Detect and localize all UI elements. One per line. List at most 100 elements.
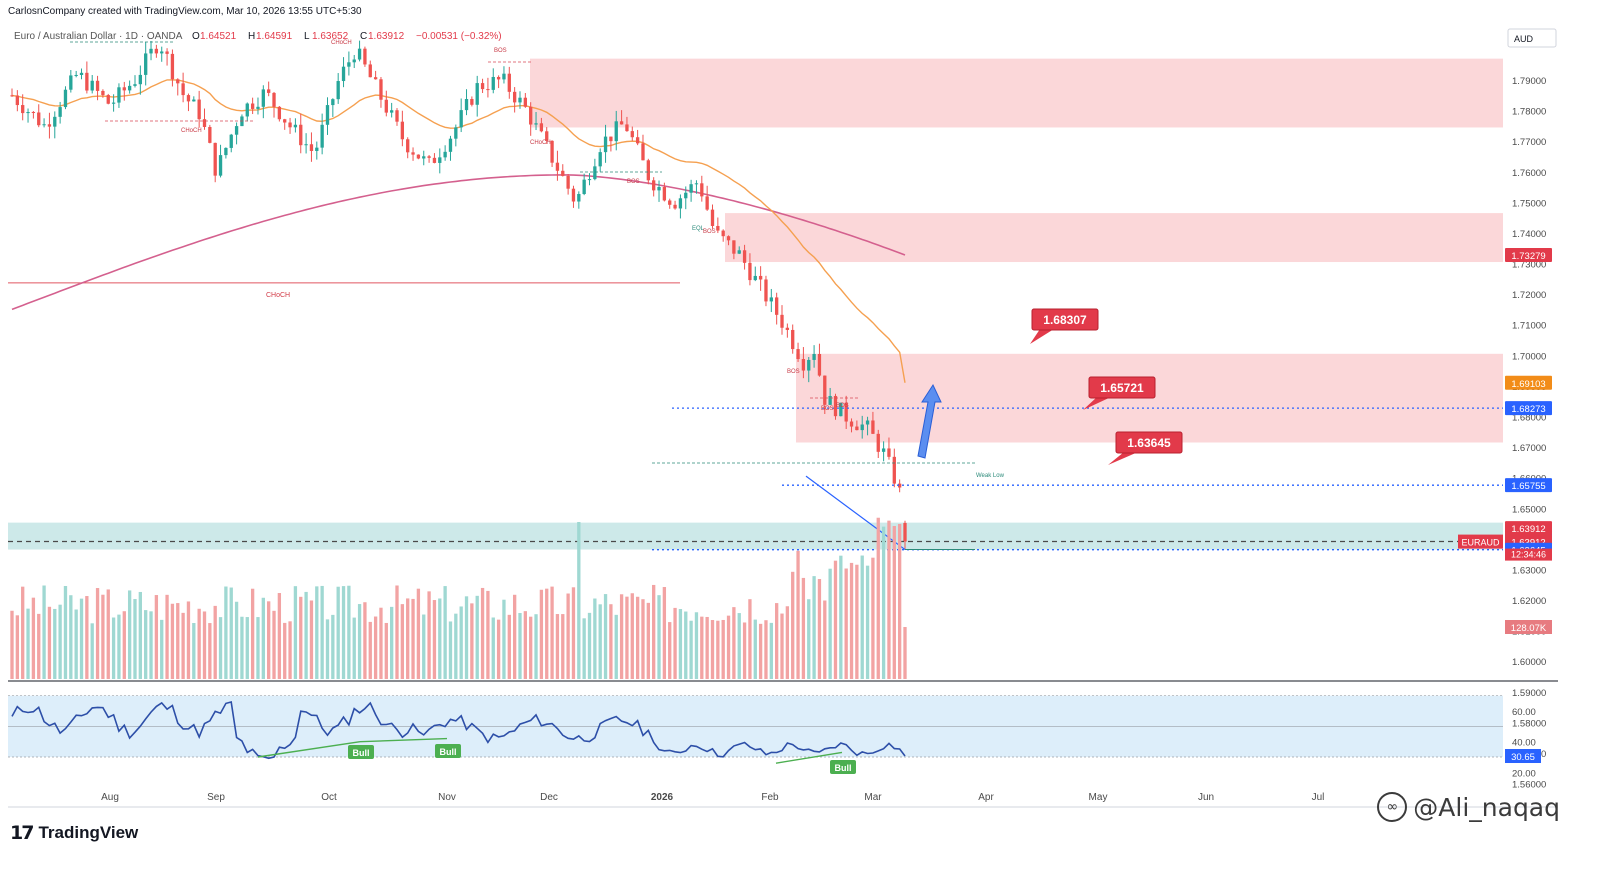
structure-label: BOS bbox=[703, 229, 716, 235]
price-axis bbox=[1505, 25, 1600, 808]
candle-body bbox=[839, 402, 843, 417]
volume-bar bbox=[705, 616, 709, 679]
volume-bar bbox=[37, 613, 41, 679]
candle-body bbox=[732, 240, 736, 254]
volume-bar bbox=[352, 617, 356, 679]
candle-body bbox=[512, 91, 517, 103]
rsi-value-box bbox=[1505, 749, 1541, 764]
candle-body bbox=[871, 420, 875, 434]
time-tick-label: Jul bbox=[1312, 792, 1325, 803]
candle-body bbox=[47, 124, 52, 127]
candle-body bbox=[539, 123, 544, 132]
volume-bar bbox=[598, 604, 602, 679]
callout-box bbox=[1088, 376, 1156, 399]
candle-body bbox=[780, 314, 784, 328]
candle-body bbox=[518, 97, 522, 103]
price-label-box bbox=[1505, 401, 1552, 416]
volume-bar bbox=[657, 595, 661, 679]
volume-bar bbox=[523, 611, 527, 679]
volume-bar bbox=[331, 614, 335, 679]
candle-body bbox=[833, 395, 838, 417]
candle-body bbox=[406, 139, 410, 153]
candle-body bbox=[213, 142, 217, 176]
candle-body bbox=[438, 157, 442, 163]
candle-body bbox=[85, 72, 89, 91]
candle-body bbox=[705, 196, 709, 210]
currency-box[interactable] bbox=[1507, 28, 1557, 48]
volume-bar bbox=[138, 591, 142, 679]
volume-bar bbox=[117, 614, 121, 679]
price-tick-label: 1.68000 bbox=[1512, 413, 1546, 424]
candle-body bbox=[662, 186, 667, 201]
candle-body bbox=[384, 99, 388, 113]
candle-body bbox=[534, 123, 538, 125]
candle-body bbox=[261, 89, 265, 107]
volume-last-value: 128.07K bbox=[1511, 623, 1547, 634]
candle-body bbox=[523, 97, 527, 107]
volume-bar bbox=[593, 598, 597, 679]
volume-bar bbox=[566, 593, 570, 679]
candle-body bbox=[432, 157, 437, 163]
ohlc-key: C bbox=[360, 31, 367, 42]
volume-bar bbox=[363, 602, 367, 679]
volume-bar bbox=[646, 602, 650, 679]
volume-bar bbox=[79, 598, 84, 679]
price-tick-label: 1.71000 bbox=[1512, 321, 1546, 332]
volume-bar bbox=[662, 587, 667, 679]
price-tick-label: 1.62000 bbox=[1512, 596, 1546, 607]
candle-body bbox=[69, 75, 73, 90]
volume-bar bbox=[459, 606, 463, 679]
volume-bar bbox=[422, 614, 426, 679]
volume-bar bbox=[833, 560, 838, 679]
candle-body bbox=[673, 204, 677, 209]
volume-bar bbox=[641, 599, 645, 679]
supply-zone-1 bbox=[725, 213, 1503, 263]
ohlc-value: 1.64521 bbox=[200, 31, 237, 42]
candle-body bbox=[325, 105, 330, 125]
volume-bar bbox=[427, 591, 431, 679]
volume-bar bbox=[224, 586, 228, 679]
symbol-line: Euro / Australian Dollar · 1D · OANDA bbox=[14, 31, 183, 42]
countdown-value: 12:34:46 bbox=[1511, 550, 1546, 560]
volume-bar bbox=[785, 606, 790, 679]
volume-bar bbox=[577, 522, 581, 679]
volume-bar bbox=[357, 604, 362, 679]
bull-badge bbox=[348, 745, 374, 759]
candle-body bbox=[357, 48, 362, 60]
volume-bar bbox=[406, 598, 410, 679]
candle-body bbox=[411, 152, 415, 155]
candle-body bbox=[726, 236, 731, 241]
price-tick-label: 1.74000 bbox=[1512, 229, 1546, 240]
callout-value: 1.68307 bbox=[1043, 313, 1087, 327]
volume-bar bbox=[416, 588, 421, 679]
candle-body bbox=[775, 297, 779, 315]
volume-bar bbox=[726, 615, 731, 679]
candle-body bbox=[769, 297, 773, 302]
volume-bar bbox=[887, 520, 891, 679]
volume-bar bbox=[122, 611, 126, 679]
structure-label: BOS bbox=[627, 179, 640, 185]
candle-body bbox=[245, 103, 249, 117]
volume-bar bbox=[496, 619, 501, 679]
volume-bar bbox=[438, 598, 442, 679]
volume-bar bbox=[839, 555, 843, 679]
volume-bar bbox=[160, 619, 164, 679]
structure-label: BOS bbox=[494, 48, 507, 54]
volume-bar bbox=[448, 621, 453, 679]
volume-bar bbox=[304, 591, 308, 679]
candle-body bbox=[154, 48, 159, 54]
candle-body bbox=[272, 92, 276, 107]
candle-body bbox=[111, 102, 116, 104]
candle-body bbox=[390, 110, 394, 113]
volume-bar bbox=[881, 526, 886, 679]
volume-bar bbox=[384, 622, 388, 679]
ohlc-key: H bbox=[248, 31, 255, 42]
volume-bar bbox=[21, 586, 25, 679]
time-tick-label: Aug bbox=[101, 792, 119, 803]
candle-body bbox=[160, 51, 164, 54]
time-tick-label: Feb bbox=[761, 792, 779, 803]
price-tick-label: 1.75000 bbox=[1512, 198, 1546, 209]
time-tick-label: 2026 bbox=[651, 792, 674, 803]
attribution-text: CarlosnCompany created with TradingView.… bbox=[8, 6, 362, 17]
